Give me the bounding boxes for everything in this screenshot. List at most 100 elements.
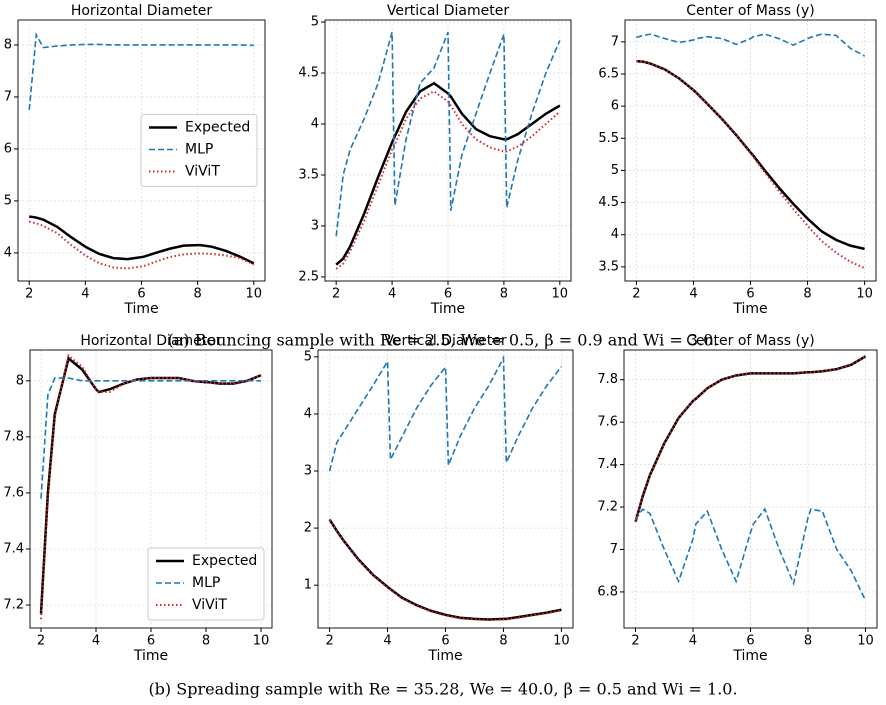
series-line <box>328 519 562 622</box>
y-tick-label: 4.5 <box>298 66 319 81</box>
x-axis-label: Time <box>732 648 767 664</box>
y-tick-label: 6 <box>4 141 12 156</box>
y-tick-label: 5 <box>311 15 319 30</box>
x-axis-label: Time <box>133 648 168 664</box>
chart-title: Horizontal Diameter <box>80 333 222 349</box>
axes-frame <box>317 349 574 629</box>
axes-frame <box>623 349 878 629</box>
axes-frame <box>29 349 273 629</box>
x-tick-label: 6 <box>147 634 155 649</box>
x-tick-label: 8 <box>202 634 210 649</box>
series-line <box>335 31 561 237</box>
y-tick-label: 7 <box>610 542 618 557</box>
x-axis-label: Time <box>732 301 767 317</box>
y-tick-label: 7.6 <box>3 485 24 500</box>
series-line <box>636 33 865 57</box>
legend-label: ViViT <box>185 164 220 180</box>
x-tick-label: 10 <box>245 287 262 302</box>
chart-title: Center of Mass (y) <box>686 3 814 19</box>
y-tick-label: 6.8 <box>597 584 618 599</box>
x-tick-label: 4 <box>92 634 100 649</box>
y-tick-label: 7 <box>611 34 619 49</box>
x-tick-label: 4 <box>388 287 396 302</box>
y-tick-label: 7.4 <box>3 541 24 556</box>
axes-frame <box>324 19 572 282</box>
y-tick-label: 5 <box>4 193 12 208</box>
y-tick-label: 7.4 <box>597 457 618 472</box>
x-tick-label: 8 <box>193 287 201 302</box>
x-tick-label: 10 <box>856 287 873 302</box>
series-line <box>40 377 261 499</box>
y-tick-label: 7 <box>4 89 12 104</box>
y-tick-label: 1 <box>304 578 312 593</box>
x-tick-label: 2 <box>325 634 333 649</box>
x-tick-label: 4 <box>81 287 89 302</box>
x-tick-label: 10 <box>553 634 570 649</box>
y-tick-label: 4.5 <box>598 195 619 210</box>
x-tick-label: 6 <box>444 287 452 302</box>
chart-title: Horizontal Diameter <box>71 3 213 19</box>
x-tick-label: 4 <box>383 634 391 649</box>
series-line <box>29 220 255 270</box>
legend-box <box>140 114 258 187</box>
x-tick-label: 2 <box>332 287 340 302</box>
series-line <box>636 59 865 251</box>
y-tick-label: 6.5 <box>598 67 619 82</box>
x-tick-label: 6 <box>746 634 754 649</box>
legend-label: ViViT <box>192 597 227 613</box>
y-tick-label: 6 <box>611 99 619 114</box>
x-axis-label: Time <box>123 301 158 317</box>
x-tick-label: 2 <box>632 287 640 302</box>
x-tick-label: 6 <box>441 634 449 649</box>
caption: (a) Bouncing sample with Re = 2.5, We = … <box>168 331 719 350</box>
series-line <box>28 31 254 111</box>
x-tick-label: 2 <box>631 634 639 649</box>
x-tick-label: 6 <box>137 287 145 302</box>
x-tick-label: 10 <box>857 634 874 649</box>
chart-title: Center of Mass (y) <box>686 333 814 349</box>
y-tick-label: 4 <box>4 245 12 260</box>
series-line <box>335 90 561 270</box>
y-tick-label: 3 <box>304 464 312 479</box>
x-tick-label: 6 <box>746 287 754 302</box>
x-axis-label: Time <box>430 301 465 317</box>
legend-label: MLP <box>192 575 220 591</box>
y-tick-label: 3.5 <box>598 259 619 274</box>
caption: (b) Spreading sample with Re = 35.28, We… <box>148 680 737 699</box>
y-tick-label: 7.2 <box>3 598 24 613</box>
y-tick-label: 4 <box>311 116 319 131</box>
x-tick-label: 4 <box>689 287 697 302</box>
x-tick-label: 8 <box>499 634 507 649</box>
legend-box <box>147 547 265 621</box>
y-tick-label: 8 <box>4 37 12 52</box>
y-tick-label: 5 <box>304 349 312 364</box>
series-line <box>40 353 262 620</box>
x-tick-label: 2 <box>37 634 45 649</box>
legend-label: MLP <box>185 142 213 158</box>
x-tick-label: 4 <box>689 634 697 649</box>
y-tick-label: 2 <box>304 521 312 536</box>
series-line <box>29 215 255 265</box>
y-tick-label: 8 <box>16 373 24 388</box>
y-tick-label: 4 <box>304 406 312 421</box>
y-tick-label: 7.6 <box>597 415 618 430</box>
legend-label: Expected <box>185 120 250 136</box>
axes-frame <box>624 19 877 282</box>
y-tick-label: 3 <box>311 218 319 233</box>
y-tick-label: 7.8 <box>597 372 618 387</box>
x-tick-label: 10 <box>552 287 569 302</box>
y-tick-label: 3.5 <box>298 167 319 182</box>
y-tick-label: 5.5 <box>598 131 619 146</box>
series-line <box>634 355 867 523</box>
y-tick-label: 2.5 <box>298 269 319 284</box>
chart-title: Vertical Diameter <box>384 333 506 349</box>
x-tick-label: 8 <box>500 287 508 302</box>
series-line <box>634 507 867 601</box>
y-tick-label: 4 <box>611 227 619 242</box>
chart-title: Vertical Diameter <box>387 3 509 19</box>
series-line <box>335 81 561 266</box>
legend-label: Expected <box>192 553 257 569</box>
y-tick-label: 7.8 <box>3 429 24 444</box>
